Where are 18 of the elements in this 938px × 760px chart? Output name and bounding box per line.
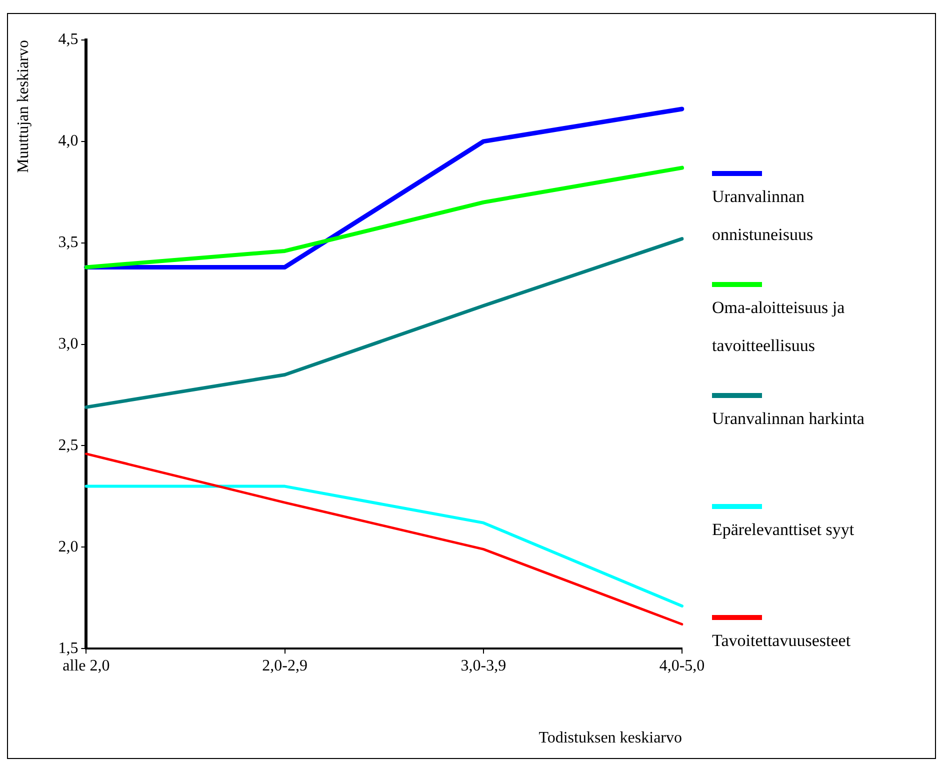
y-tick-label: 2,5: [58, 436, 78, 454]
x-tick-label: 3,0-3,9: [460, 657, 506, 674]
y-tick-label: 1,5: [58, 640, 78, 657]
y-tick-label: 3,5: [58, 234, 78, 252]
y-tick-label: 2,0: [58, 538, 78, 556]
x-axis-title: Todistuksen keskiarvo: [538, 730, 682, 747]
y-tick-label: 3,0: [58, 336, 78, 353]
y-tick-label: 4,5: [58, 31, 78, 48]
x-tick-label: 2,0-2,9: [262, 657, 308, 674]
x-tick-label: 4,0-5,0: [659, 657, 705, 674]
legend-label: Uranvalinnan harkinta: [712, 408, 866, 430]
legend-label: Oma-aloitteisuus ja tavoitteellisuus: [712, 297, 846, 357]
legend-label: Uranvalinnan onnistuneisuus: [712, 186, 814, 246]
legend-label: Tavoitettavuusesteet: [712, 630, 852, 652]
y-axis-title: Muuttujan keskiarvo: [14, 40, 32, 173]
x-tick-label: alle 2,0: [62, 657, 110, 674]
legend-label: Epärelevanttiset syyt: [712, 519, 856, 541]
y-tick-label: 4,0: [58, 132, 78, 150]
